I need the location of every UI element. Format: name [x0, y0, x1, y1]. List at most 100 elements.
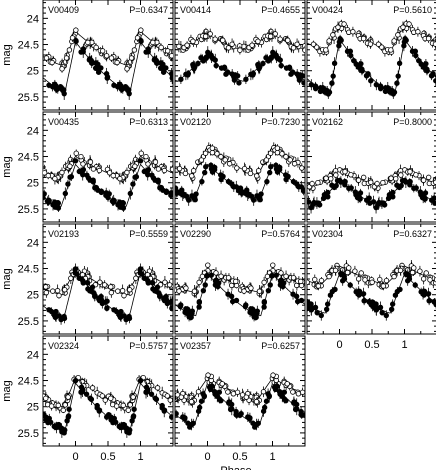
open-data-point: [103, 53, 110, 59]
filled-data-point: [359, 66, 365, 72]
y-tick-label: 24: [27, 237, 39, 249]
period-label: P=0.5757: [129, 341, 168, 351]
filled-data-point: [212, 391, 218, 397]
open-data-point: [90, 166, 97, 172]
filled-data-point: [377, 304, 384, 311]
open-data-point: [253, 398, 260, 405]
open-data-point: [182, 170, 189, 177]
open-data-point: [409, 269, 416, 276]
y-tick-label: 24.5: [18, 264, 39, 276]
open-data-point: [326, 273, 332, 280]
filled-data-point: [196, 299, 203, 306]
open-data-point: [176, 43, 182, 50]
filled-data-point: [255, 193, 261, 200]
open-data-point: [54, 288, 61, 294]
x-tick-label: 0.5: [232, 451, 247, 463]
filled-data-point: [430, 71, 436, 77]
y-tick-label: 24.5: [18, 40, 39, 52]
filled-data-point: [190, 420, 196, 427]
filled-data-point: [163, 188, 170, 194]
open-data-point: [267, 150, 274, 156]
open-data-point: [102, 397, 108, 403]
filled-data-point: [167, 299, 173, 305]
filled-data-point: [226, 399, 232, 405]
filled-data-point: [129, 418, 135, 424]
open-data-point: [233, 278, 239, 285]
filled-data-point: [254, 308, 261, 314]
filled-data-point: [154, 60, 160, 66]
filled-data-point: [377, 83, 384, 90]
open-data-point: [315, 283, 322, 289]
filled-data-point: [292, 406, 299, 413]
open-data-point: [219, 381, 225, 387]
filled-data-point: [365, 71, 371, 77]
filled-data-point: [80, 171, 86, 178]
open-data-point: [164, 48, 171, 54]
filled-data-point: [413, 52, 419, 59]
open-data-point: [49, 59, 55, 66]
open-data-point: [374, 180, 380, 187]
open-data-point: [89, 385, 96, 391]
filled-data-point: [87, 288, 93, 294]
filled-data-point: [231, 77, 238, 83]
period-label: P=0.6327: [393, 229, 432, 239]
y-axis-label: mag: [1, 380, 13, 401]
open-data-point: [63, 55, 70, 61]
x-tick-label: 0.5: [100, 451, 115, 463]
x-tick-label: 0.5: [364, 339, 379, 351]
open-data-point: [56, 292, 62, 299]
filled-data-point: [348, 52, 354, 59]
x-tick-label: 0: [336, 339, 342, 351]
filled-data-point: [273, 162, 279, 169]
filled-data-point: [238, 411, 244, 417]
filled-data-point: [238, 190, 244, 196]
y-tick-label: 25.5: [18, 316, 39, 328]
filled-data-point: [72, 158, 79, 164]
open-data-point: [328, 176, 334, 182]
filled-data-point: [89, 60, 95, 66]
filled-data-point: [132, 174, 138, 180]
open-data-point: [309, 180, 315, 187]
open-data-point: [60, 407, 67, 413]
star-id-label: V00414: [180, 5, 211, 15]
open-data-point: [360, 35, 367, 42]
x-tick-label: 1: [137, 451, 143, 463]
filled-data-point: [148, 391, 155, 397]
open-data-point: [350, 29, 356, 35]
open-data-point: [274, 149, 281, 156]
filled-data-point: [168, 190, 173, 196]
x-tick-label: 0: [72, 451, 78, 463]
filled-data-point: [64, 418, 70, 424]
open-data-point: [124, 66, 130, 72]
open-data-point: [279, 151, 285, 157]
open-data-point: [400, 24, 406, 30]
filled-data-point: [236, 80, 242, 86]
open-data-point: [73, 150, 79, 157]
open-data-point: [183, 285, 189, 291]
open-data-point: [43, 395, 49, 402]
open-data-point: [99, 48, 106, 54]
open-data-point: [218, 154, 224, 160]
filled-data-point: [145, 171, 151, 178]
filled-data-point: [341, 276, 348, 282]
filled-data-point: [196, 404, 203, 411]
period-label: P=0.6347: [129, 5, 168, 15]
filled-data-point: [95, 69, 102, 75]
open-data-point: [335, 24, 341, 30]
open-data-point: [198, 157, 205, 163]
filled-data-point: [255, 420, 261, 427]
open-data-point: [397, 267, 404, 274]
filled-data-point: [196, 304, 202, 310]
open-data-point: [188, 398, 195, 405]
open-data-point: [388, 47, 394, 53]
filled-data-point: [418, 192, 424, 198]
open-data-point: [261, 279, 267, 286]
filled-data-point: [78, 389, 84, 395]
filled-data-point: [95, 64, 101, 71]
open-data-point: [168, 53, 173, 59]
filled-data-point: [200, 58, 207, 64]
open-data-point: [278, 270, 284, 276]
open-data-point: [43, 284, 49, 290]
open-data-point: [214, 151, 220, 157]
open-data-point: [291, 161, 298, 167]
